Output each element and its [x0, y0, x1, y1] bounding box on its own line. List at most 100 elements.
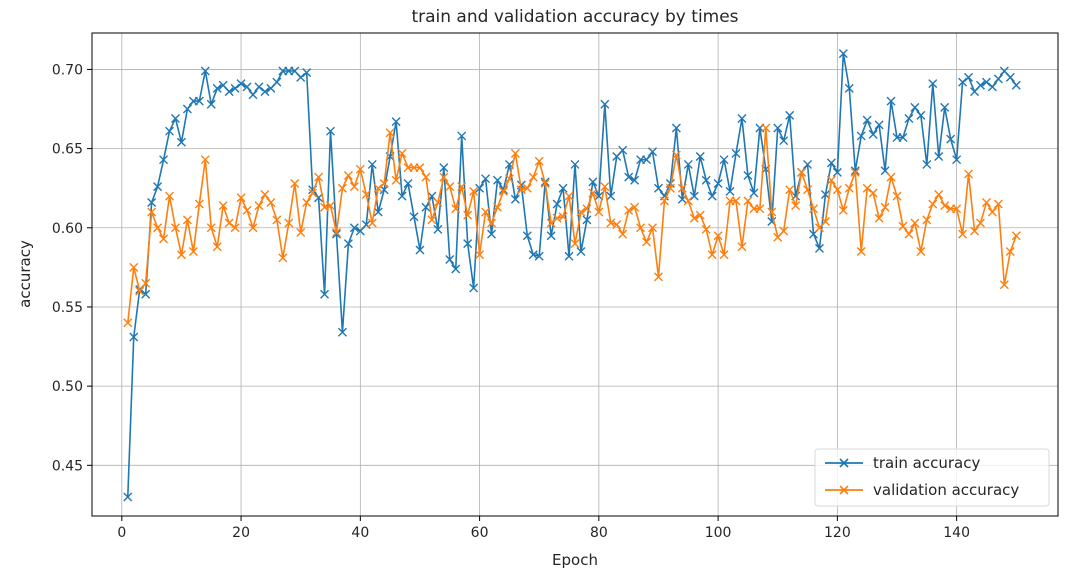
data-point-marker	[135, 286, 145, 296]
data-point-marker	[785, 185, 795, 195]
data-point-marker	[308, 188, 318, 198]
x-tick-label: 20	[232, 525, 250, 541]
data-point-marker	[302, 197, 312, 207]
data-point-marker	[1005, 247, 1015, 257]
data-point-marker	[814, 243, 824, 253]
data-point-marker	[343, 239, 353, 249]
data-point-marker	[159, 234, 169, 244]
data-point-marker	[492, 202, 502, 212]
data-point-marker	[391, 117, 401, 127]
data-point-marker	[421, 202, 431, 212]
x-tick-label: 100	[705, 525, 732, 541]
data-point-marker	[540, 178, 550, 188]
data-point-marker	[862, 183, 872, 193]
data-point-marker	[558, 212, 568, 222]
data-point-marker	[379, 178, 389, 188]
data-point-marker	[242, 205, 252, 215]
data-point-marker	[683, 159, 693, 169]
data-point-marker	[785, 110, 795, 120]
data-point-marker	[176, 137, 186, 147]
data-point-marker	[278, 253, 288, 263]
y-axis-label: accuracy	[16, 240, 34, 308]
data-point-marker	[600, 99, 610, 109]
data-point-marker	[475, 183, 485, 193]
data-point-marker	[910, 218, 920, 228]
data-point-marker	[695, 152, 705, 162]
y-tick-label: 0.45	[52, 458, 83, 474]
data-point-marker	[582, 204, 592, 214]
data-point-marker	[749, 188, 759, 198]
data-point-marker	[463, 210, 473, 220]
data-point-marker	[141, 289, 151, 299]
x-tick-label: 140	[943, 525, 970, 541]
data-point-marker	[558, 183, 568, 193]
data-point-marker	[832, 185, 842, 195]
data-point-marker	[624, 205, 634, 215]
data-point-marker	[767, 207, 777, 217]
data-point-marker	[439, 172, 449, 182]
data-point-marker	[844, 83, 854, 93]
data-point-marker	[570, 239, 580, 249]
series-train	[123, 49, 1021, 502]
data-point-marker	[886, 96, 896, 106]
data-point-marker	[200, 66, 210, 76]
data-point-marker	[433, 197, 443, 207]
data-point-marker	[331, 229, 341, 239]
data-point-marker	[838, 205, 848, 215]
data-point-marker	[916, 110, 926, 120]
data-point-marker	[803, 159, 813, 169]
data-point-marker	[719, 155, 729, 165]
data-point-marker	[170, 114, 180, 124]
data-point-marker	[403, 178, 413, 188]
data-point-marker	[487, 229, 497, 239]
data-point-marker	[850, 166, 860, 176]
data-point-marker	[254, 82, 264, 92]
data-point-marker	[397, 148, 407, 158]
data-point-marker	[582, 215, 592, 225]
data-point-marker	[182, 104, 192, 114]
data-point-marker	[236, 79, 246, 89]
data-point-marker	[630, 202, 640, 212]
legend-train-marker	[839, 458, 849, 468]
legend-label-train: train accuracy	[873, 454, 980, 472]
data-point-marker	[445, 254, 455, 264]
data-point-marker	[981, 197, 991, 207]
data-point-marker	[761, 123, 771, 133]
x-tick-label: 60	[471, 525, 489, 541]
data-point-marker	[731, 196, 741, 206]
data-point-marker	[498, 186, 508, 196]
data-point-marker	[224, 218, 234, 228]
data-point-marker	[129, 262, 139, 272]
data-point-marker	[570, 159, 580, 169]
data-point-marker	[832, 167, 842, 177]
data-point-marker	[337, 327, 347, 337]
data-point-marker	[320, 289, 330, 299]
data-point-marker	[671, 123, 681, 133]
data-point-marker	[856, 131, 866, 141]
data-point-marker	[952, 155, 962, 165]
data-point-marker	[904, 229, 914, 239]
data-point-marker	[314, 193, 324, 203]
data-point-marker	[874, 120, 884, 130]
data-point-marker	[522, 231, 532, 241]
data-point-marker	[123, 492, 133, 502]
data-point-marker	[993, 199, 1003, 209]
data-point-marker	[153, 182, 163, 192]
data-point-marker	[713, 178, 723, 188]
data-point-marker	[773, 123, 783, 133]
data-point-marker	[510, 148, 520, 158]
data-point-marker	[337, 183, 347, 193]
data-point-marker	[212, 83, 222, 93]
data-point-marker	[487, 218, 497, 228]
data-point-marker	[188, 247, 198, 257]
data-point-marker	[928, 79, 938, 89]
data-point-marker	[981, 77, 991, 87]
data-point-marker	[695, 210, 705, 220]
data-point-marker	[230, 83, 240, 93]
data-point-marker	[451, 204, 461, 214]
data-point-marker	[594, 207, 604, 217]
data-point-marker	[576, 207, 586, 217]
data-point-marker	[212, 242, 222, 252]
x-tick-label: 0	[117, 525, 126, 541]
